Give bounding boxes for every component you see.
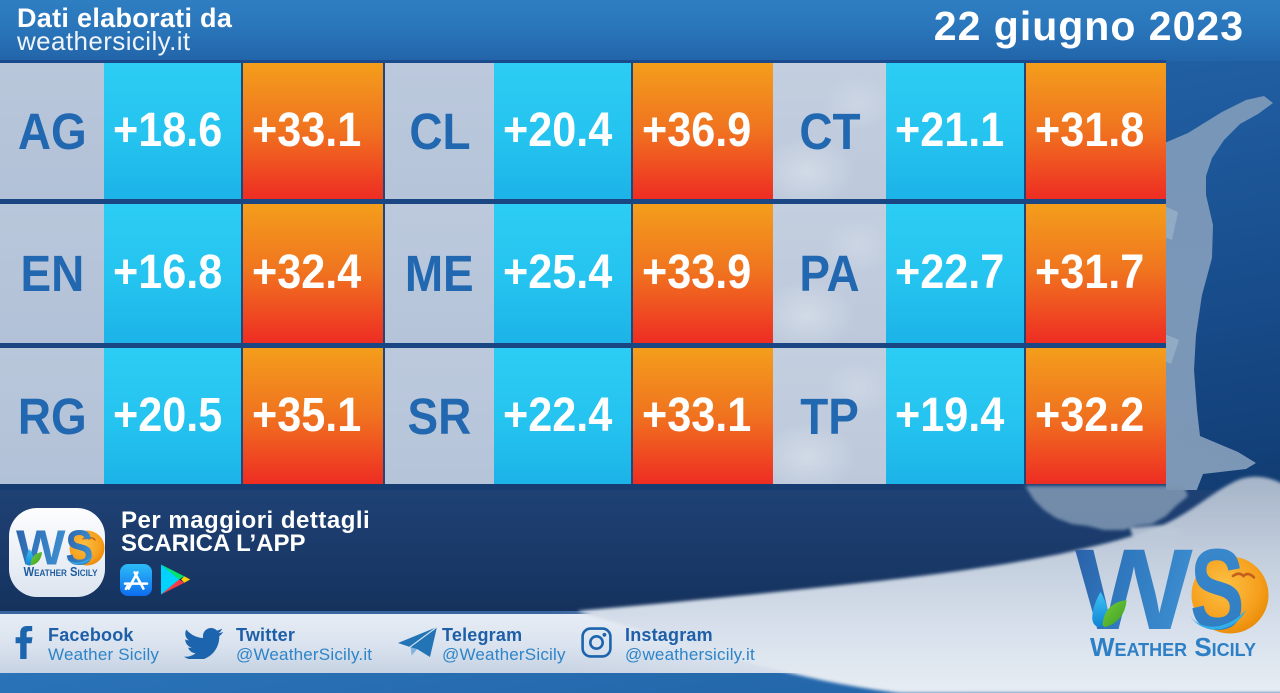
svg-text:W: W bbox=[16, 520, 66, 575]
svg-text:S: S bbox=[1190, 540, 1244, 654]
svg-text:S: S bbox=[66, 520, 94, 575]
svg-text:W: W bbox=[1075, 540, 1194, 654]
svg-text:Weather Sicily: Weather Sicily bbox=[24, 565, 98, 579]
svg-text:Weather Sicily: Weather Sicily bbox=[1090, 632, 1256, 662]
